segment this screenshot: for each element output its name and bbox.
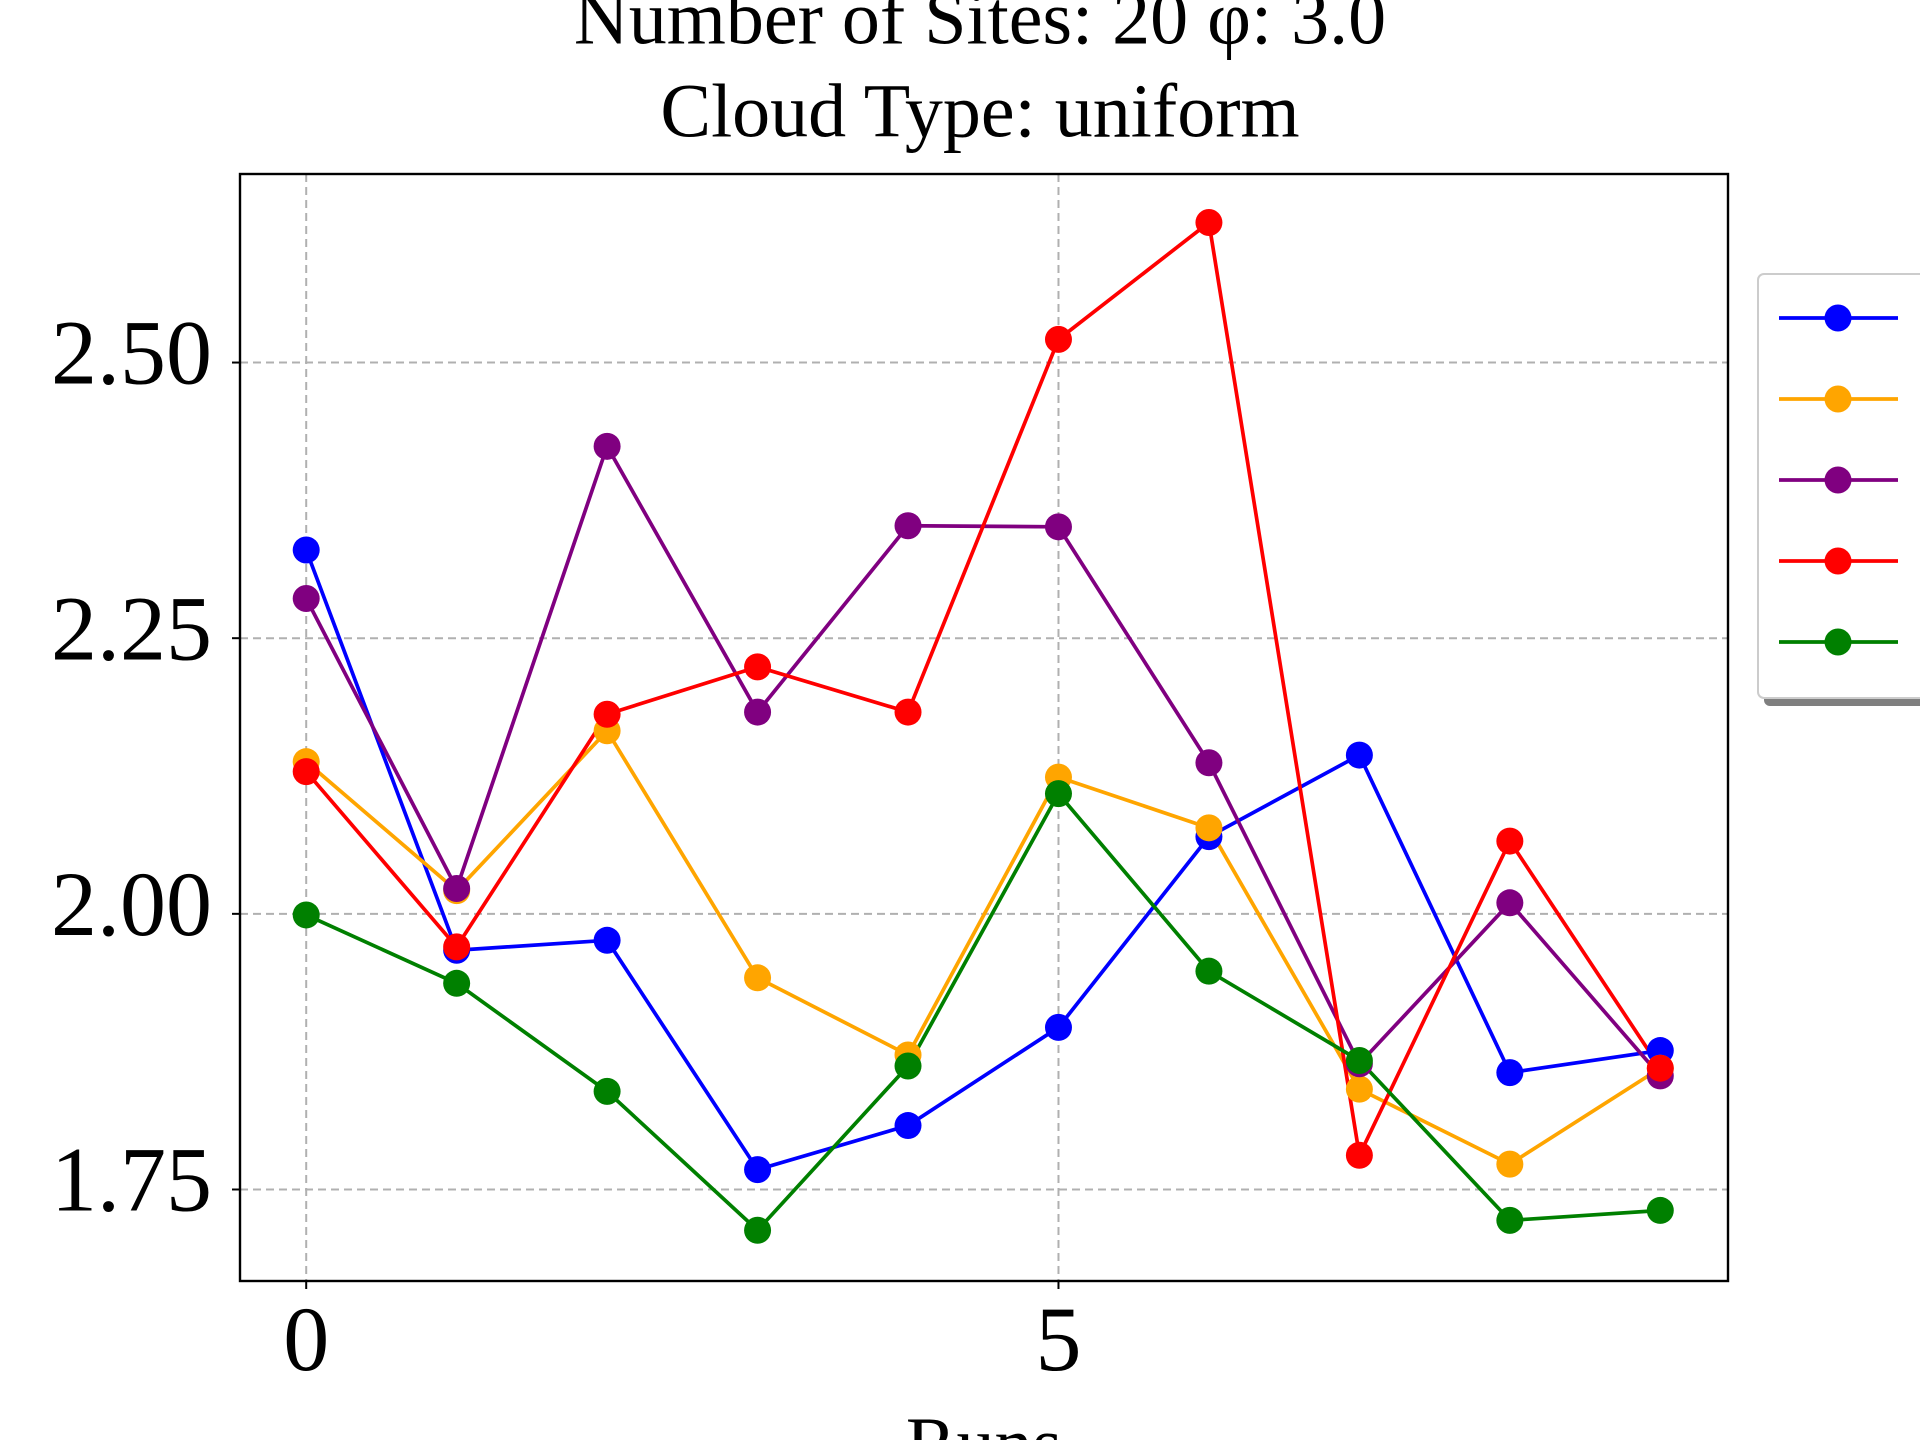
plot-frame bbox=[238, 172, 1730, 1283]
y-tick-label: 2.00 bbox=[51, 853, 212, 955]
point bbox=[1646, 1196, 1674, 1224]
point bbox=[292, 584, 320, 612]
chart-title: Number of Sites: 20 φ: 3.0 bbox=[574, 0, 1386, 60]
point bbox=[1044, 1013, 1072, 1041]
point bbox=[894, 1112, 922, 1140]
point bbox=[1496, 1150, 1524, 1178]
point bbox=[1345, 741, 1373, 769]
point bbox=[1496, 1059, 1524, 1087]
point bbox=[1345, 1141, 1373, 1169]
point bbox=[593, 926, 621, 954]
series-line bbox=[304, 444, 1662, 1078]
x-tick-label: 5 bbox=[1035, 1288, 1081, 1390]
point bbox=[292, 758, 320, 786]
point bbox=[744, 698, 772, 726]
point bbox=[744, 964, 772, 992]
point bbox=[1044, 513, 1072, 541]
point bbox=[1496, 1206, 1524, 1234]
legend-marker bbox=[1824, 628, 1852, 656]
point bbox=[894, 1052, 922, 1080]
legend-marker bbox=[1824, 385, 1852, 413]
point bbox=[1345, 1075, 1373, 1103]
point bbox=[744, 653, 772, 681]
point bbox=[744, 1156, 772, 1184]
point bbox=[1345, 1046, 1373, 1074]
point bbox=[1496, 827, 1524, 855]
point bbox=[1646, 1054, 1674, 1082]
series-line bbox=[304, 549, 1661, 1172]
point bbox=[593, 432, 621, 460]
point bbox=[1195, 749, 1223, 777]
point bbox=[292, 536, 320, 564]
point bbox=[1195, 957, 1223, 985]
point bbox=[443, 874, 471, 902]
point bbox=[443, 969, 471, 997]
series-line bbox=[304, 728, 1662, 1166]
chart-subtitle: Cloud Type: uniform bbox=[660, 69, 1299, 153]
point bbox=[593, 1077, 621, 1105]
point bbox=[894, 698, 922, 726]
x-axis-label: Runs bbox=[906, 1402, 1062, 1440]
point bbox=[443, 933, 471, 961]
point bbox=[1195, 814, 1223, 842]
y-tick-label: 2.50 bbox=[51, 302, 212, 404]
legend bbox=[1757, 273, 1920, 706]
point bbox=[593, 700, 621, 728]
point bbox=[1044, 780, 1072, 808]
point bbox=[744, 1216, 772, 1244]
legend-marker bbox=[1824, 547, 1852, 575]
series-line bbox=[304, 220, 1662, 1158]
point bbox=[1195, 209, 1223, 237]
legend-marker bbox=[1824, 466, 1852, 494]
y-tick-label: 1.75 bbox=[51, 1129, 212, 1231]
point bbox=[292, 901, 320, 929]
point bbox=[1044, 325, 1072, 353]
series-line bbox=[305, 791, 1661, 1233]
point bbox=[894, 512, 922, 540]
point bbox=[1496, 889, 1524, 917]
x-tick-label: 0 bbox=[283, 1288, 329, 1390]
y-tick-label: 2.25 bbox=[51, 577, 212, 679]
legend-marker bbox=[1824, 304, 1852, 332]
